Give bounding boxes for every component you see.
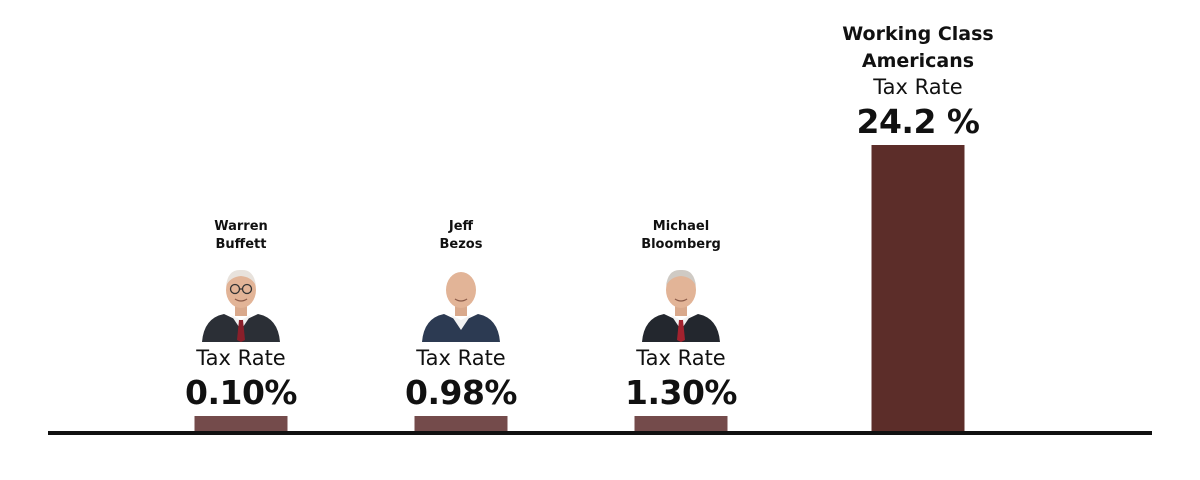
name-label-2-0: Michael — [652, 219, 710, 234]
name-label-3-1: Americans — [861, 50, 975, 72]
warren-buffett-photo — [198, 260, 284, 342]
bar-1 — [414, 416, 508, 433]
rate-label-3: Tax Rate — [873, 75, 963, 99]
name-label-2-1: Bloomberg — [641, 237, 721, 252]
bar-2 — [634, 416, 728, 433]
rate-label-1: Tax Rate — [416, 346, 506, 370]
name-label-3-0: Working Class — [842, 23, 994, 45]
name-label-1-1: Bezos — [439, 237, 483, 252]
bar-0 — [194, 416, 288, 433]
name-label-1-0: Jeff — [448, 219, 474, 234]
value-label-3: 24.2 % — [856, 102, 980, 141]
name-label-0-1: Buffett — [215, 237, 267, 252]
rate-label-2: Tax Rate — [636, 346, 726, 370]
rate-label-0: Tax Rate — [196, 346, 286, 370]
bar-3 — [871, 145, 965, 433]
name-label-0-0: Warren — [214, 219, 268, 234]
value-label-1: 0.98% — [405, 373, 518, 412]
value-label-0: 0.10% — [185, 373, 298, 412]
value-label-2: 1.30% — [625, 373, 738, 412]
jeff-bezos-photo — [418, 260, 504, 342]
michael-bloomberg-photo — [638, 260, 724, 342]
